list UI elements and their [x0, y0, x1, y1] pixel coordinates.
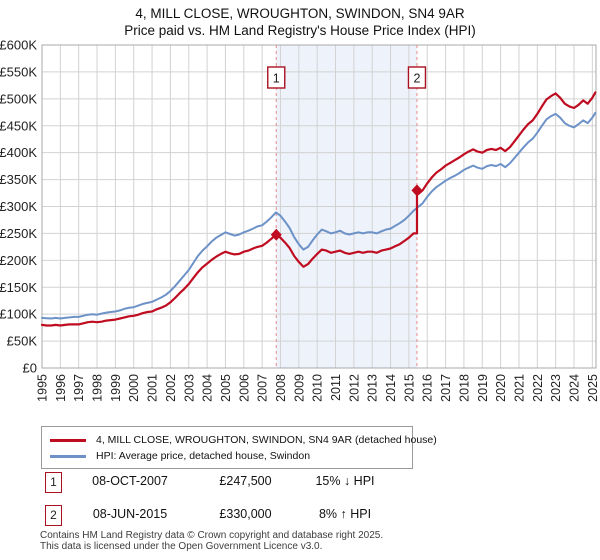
x-tick-label: 2020: [494, 374, 508, 402]
legend-label-price-paid: 4, MILL CLOSE, WROUGHTON, SWINDON, SN4 9…: [96, 434, 437, 446]
footer-line-2: This data is licensed under the Open Gov…: [40, 540, 323, 552]
y-tick-label: £550K: [0, 64, 37, 79]
y-tick-label: £200K: [0, 253, 37, 268]
x-tick-label: 2018: [457, 374, 471, 402]
x-tick-label: 2009: [292, 374, 306, 402]
x-tick-label: 1998: [91, 374, 105, 402]
transaction-2-hpi-diff: 8% ↑ HPI: [318, 507, 372, 521]
sale-label-number-2: 2: [413, 72, 420, 86]
y-tick-label: £350K: [0, 172, 37, 187]
page-title: 4, MILL CLOSE, WROUGHTON, SWINDON, SN4 9…: [135, 6, 465, 21]
hpi-line: [41, 111, 597, 320]
y-tick-label: £100K: [0, 307, 37, 322]
price-line-swatch: [50, 438, 86, 442]
y-tick-label: £300K: [0, 199, 37, 214]
y-tick-label: £450K: [0, 118, 37, 133]
x-tick-label: 2013: [366, 374, 380, 402]
copyright-footer: Contains HM Land Registry data © Crown c…: [40, 530, 580, 552]
price-paid-line: [40, 91, 597, 327]
x-tick-label: 2002: [164, 374, 178, 402]
x-tick-label: 1997: [72, 374, 86, 402]
y-tick-label: £250K: [0, 226, 37, 241]
x-tick-label: 2005: [219, 374, 233, 402]
x-tick-label: 2017: [439, 374, 453, 402]
y-tick-label: £150K: [0, 280, 37, 295]
x-tick-label: 2000: [127, 374, 141, 402]
transaction-1-date: 08-OCT-2007: [92, 474, 168, 488]
y-tick-label: £500K: [0, 91, 37, 106]
transaction-row-1: 1 08-OCT-2007 £247,500 15% ↓ HPI: [0, 472, 600, 494]
sale-label-box-1: [267, 66, 286, 89]
y-tick-label: £600K: [0, 40, 37, 53]
y-tick-label: £50K: [7, 334, 38, 349]
x-tick-label: 2022: [531, 374, 545, 402]
x-tick-label: 1999: [109, 374, 123, 402]
x-tick-label: 2006: [237, 374, 251, 402]
x-tick-label: 2010: [311, 374, 325, 402]
x-tick-label: 2023: [549, 374, 563, 402]
legend-item-hpi: HPI: Average price, detached house, Swin…: [50, 448, 404, 464]
transaction-2-marker-badge: 2: [45, 505, 62, 526]
chart-legend: 4, MILL CLOSE, WROUGHTON, SWINDON, SN4 9…: [41, 426, 437, 469]
footer-line-1: Contains HM Land Registry data © Crown c…: [40, 530, 384, 541]
price-history-plot: 1 2 £0 £50K £100K £150K £200K £250K £300K £350K £4…: [0, 40, 600, 402]
transaction-row-2: 2 08-JUN-2015 £330,000 8% ↑ HPI: [0, 505, 600, 527]
x-tick-label: 1996: [54, 374, 68, 402]
sale-marker-diamond-2: [411, 184, 423, 197]
transaction-1-price: £247,500: [219, 474, 272, 488]
x-tick-label: 2001: [146, 374, 160, 402]
transaction-2-price: £330,000: [219, 507, 272, 521]
transaction-1-marker-badge: 1: [45, 472, 62, 493]
x-tick-label: 2016: [421, 374, 435, 402]
sale-marker-diamond-1: [270, 228, 282, 241]
hpi-line-swatch: [50, 454, 86, 458]
x-tick-label: 2014: [384, 374, 398, 402]
x-tick-label: 2025: [586, 374, 600, 402]
x-tick-label: 2021: [512, 374, 526, 402]
x-tick-label: 2011: [329, 374, 343, 401]
page-subtitle: Price paid vs. HM Land Registry's House …: [124, 23, 476, 38]
legend-item-price-paid: 4, MILL CLOSE, WROUGHTON, SWINDON, SN4 9…: [50, 432, 437, 448]
x-tick-label: 2012: [347, 374, 361, 402]
y-tick-label: £0: [23, 361, 37, 376]
x-tick-label: 2008: [274, 374, 288, 402]
transaction-2-date: 08-JUN-2015: [92, 507, 168, 521]
transaction-1-hpi-diff: 15% ↓ HPI: [315, 474, 375, 488]
x-tick-label: 2007: [256, 374, 270, 402]
x-tick-label: 1995: [36, 374, 50, 402]
x-tick-label: 2024: [567, 374, 581, 402]
x-tick-label: 2015: [402, 374, 416, 402]
x-tick-label: 2019: [476, 374, 490, 402]
plot-border: [41, 44, 597, 369]
x-tick-label: 2003: [182, 374, 196, 402]
x-tick-label: 2004: [201, 374, 215, 402]
sale-label-box-2: [407, 66, 427, 89]
sale-label-number-1: 1: [273, 72, 280, 86]
legend-label-hpi: HPI: Average price, detached house, Swin…: [96, 450, 311, 462]
y-tick-label: £400K: [0, 145, 37, 160]
